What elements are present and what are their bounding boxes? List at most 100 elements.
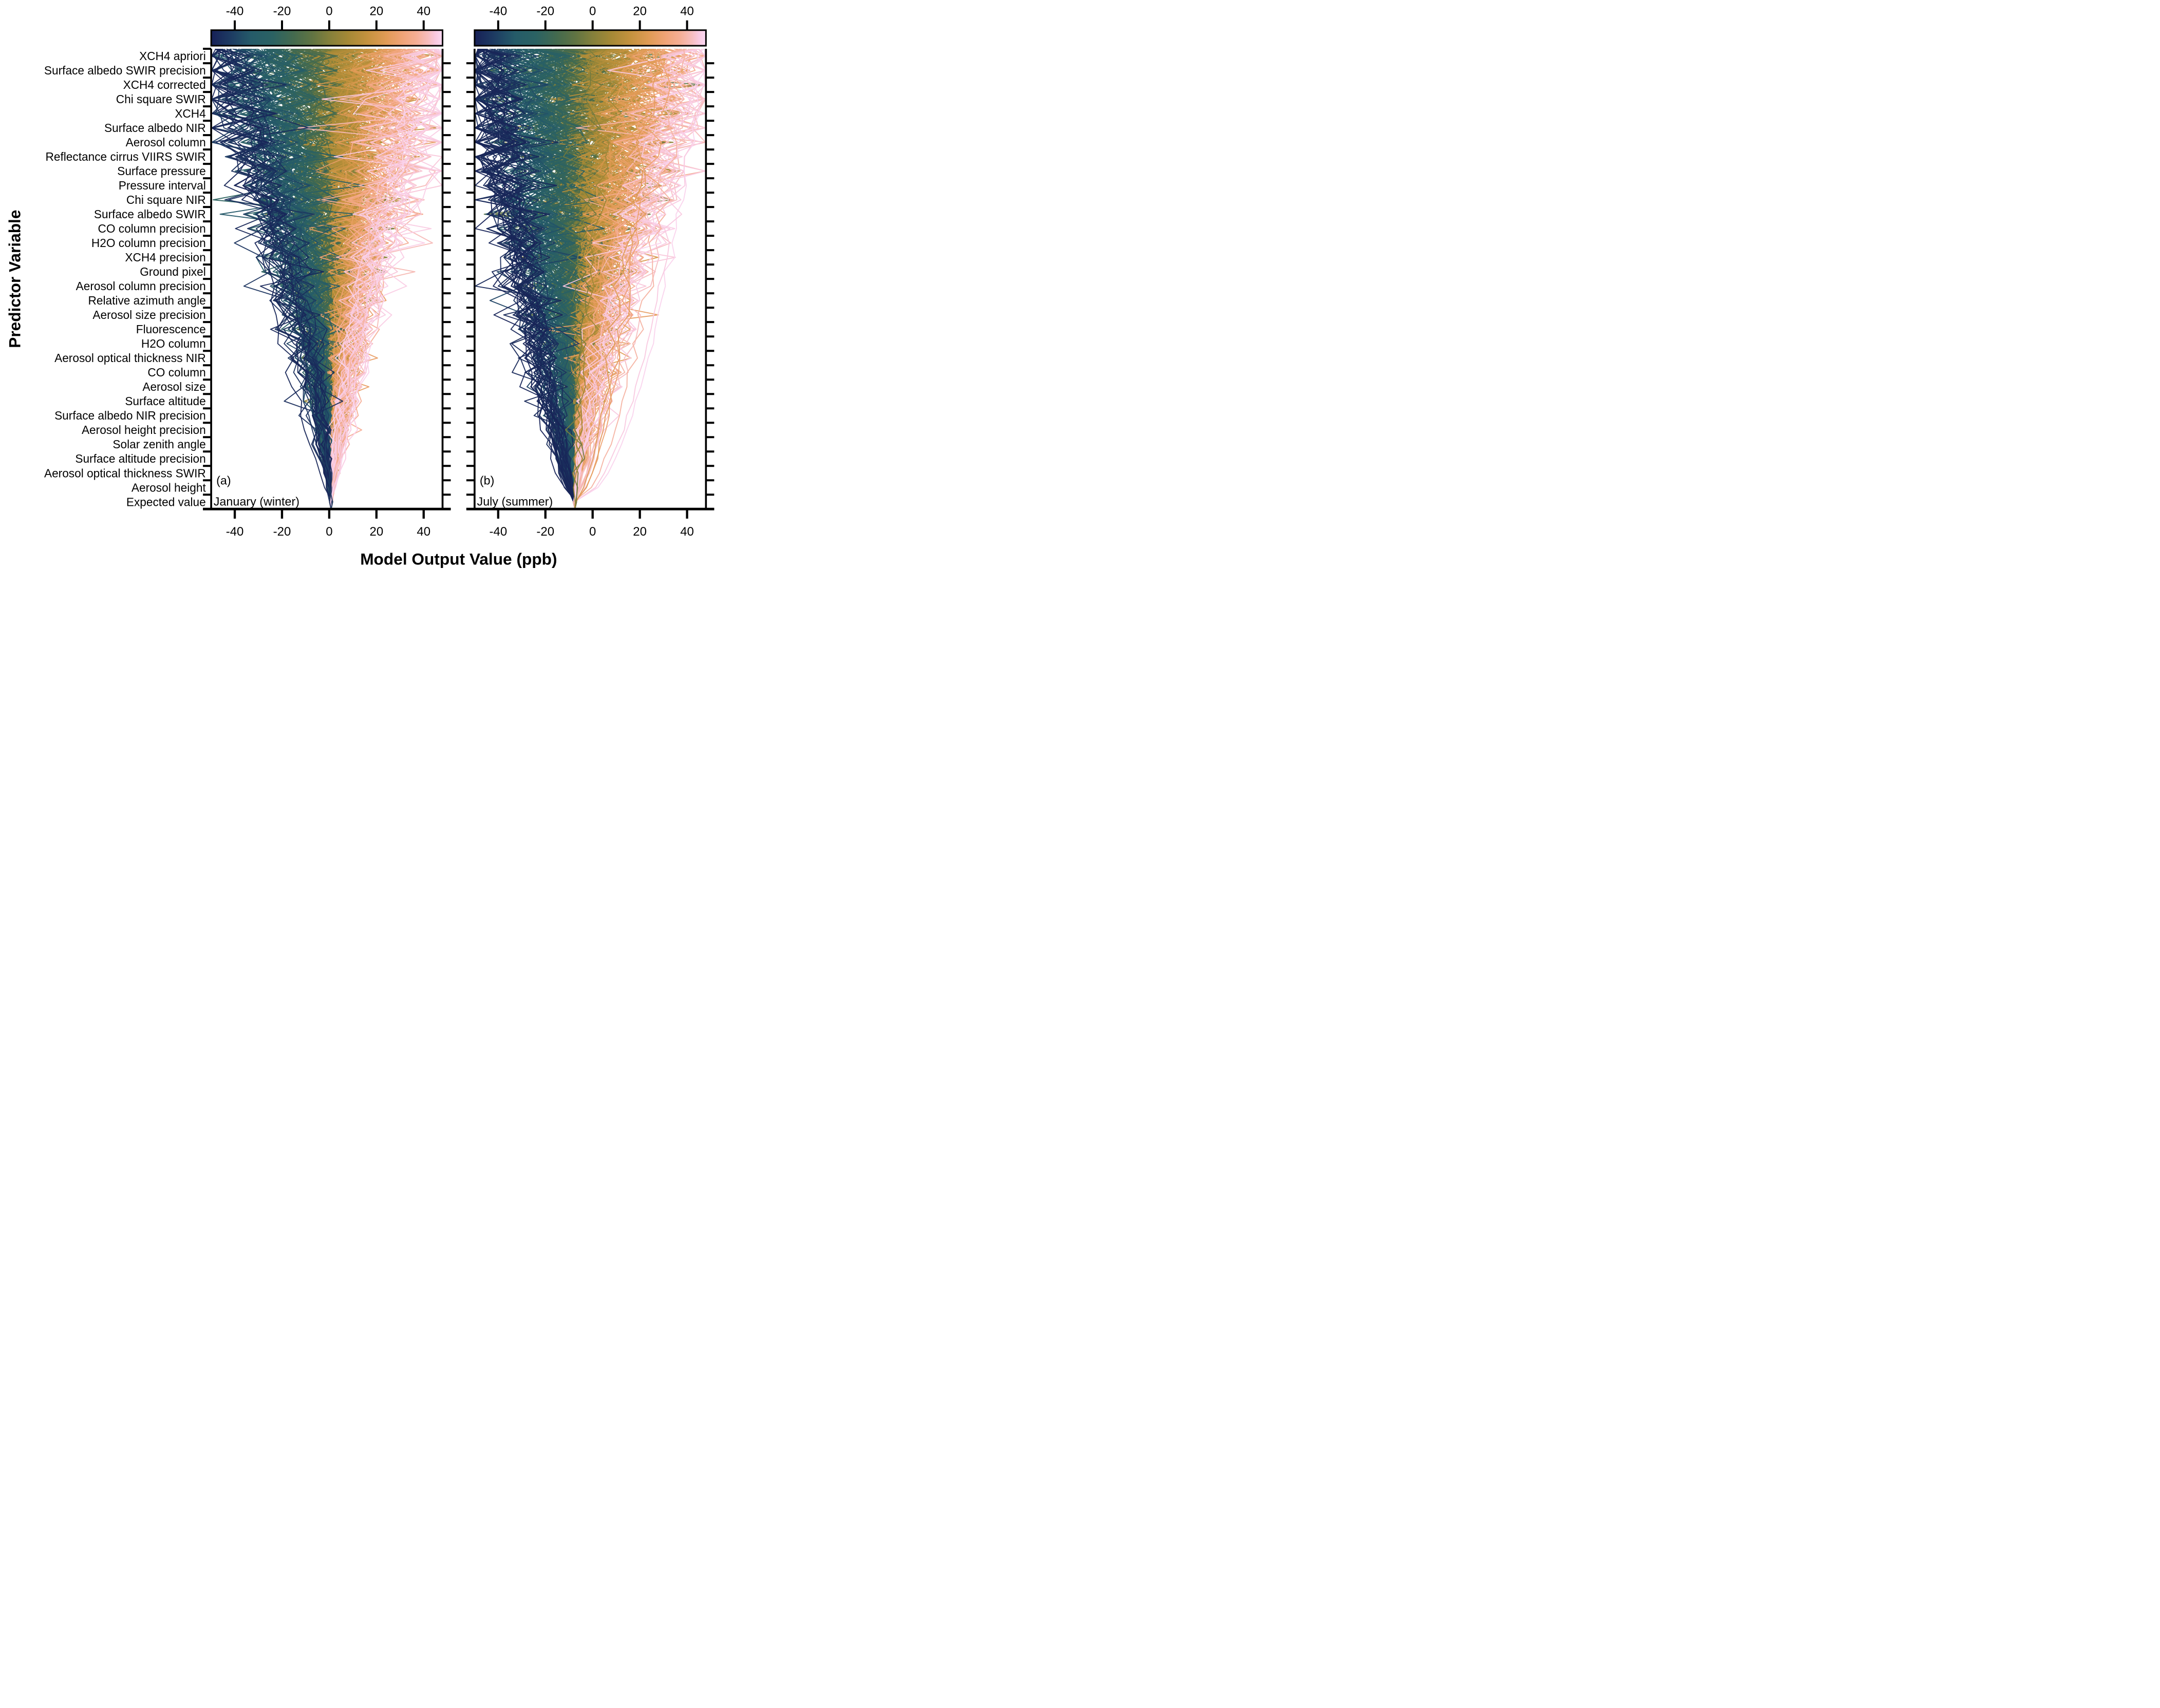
- decision-line: [329, 49, 443, 509]
- y-tick-label: Reflectance cirrus VIIRS SWIR: [46, 150, 206, 163]
- y-tick-label: Aerosol optical thickness NIR: [54, 351, 206, 365]
- colorbar-tick-label: 40: [417, 5, 430, 18]
- y-tick-label: Aerosol optical thickness SWIR: [44, 466, 206, 480]
- decision-line: [574, 49, 706, 509]
- y-tick-label: XCH4 precision: [125, 251, 205, 264]
- colorbar-tick-label: -40: [490, 5, 508, 18]
- decision-line: [574, 49, 706, 509]
- colorbar-tick-label: -20: [273, 5, 291, 18]
- colorbar-tick-label: 0: [326, 5, 332, 18]
- decision-line: [574, 49, 706, 509]
- colorbar-tick-label: 20: [369, 5, 383, 18]
- colorbar-b-frame: [474, 29, 707, 47]
- y-tick-label: Aerosol size: [142, 380, 205, 393]
- panel-a-annotation: January (winter): [214, 495, 299, 508]
- decision-line: [475, 49, 576, 509]
- panel-b-axes: [466, 49, 715, 519]
- colorbar-a-frame: [210, 29, 444, 47]
- colorbar-tick-label: 40: [680, 5, 694, 18]
- decision-line: [475, 49, 576, 509]
- decision-line: [475, 49, 577, 509]
- decision-line: [573, 49, 706, 509]
- decision-line: [574, 49, 706, 509]
- decision-line: [573, 49, 706, 509]
- decision-line: [574, 49, 658, 509]
- y-tick-label: Surface albedo SWIR precision: [44, 64, 206, 77]
- x-tick-label: 0: [589, 525, 596, 539]
- decision-line: [211, 49, 332, 509]
- y-tick-label: Aerosol column precision: [76, 279, 206, 293]
- x-tick-label: -20: [536, 525, 554, 539]
- decision-line: [211, 49, 333, 509]
- y-tick-label: Aerosol column: [126, 136, 206, 149]
- y-tick-label: Chi square NIR: [126, 193, 206, 206]
- panel-b-letter: (b): [480, 474, 495, 487]
- decision-line: [478, 49, 576, 509]
- decision-line: [574, 49, 704, 509]
- decision-line: [211, 49, 333, 509]
- y-tick-label: Chi square SWIR: [116, 92, 206, 106]
- panel-b-annotation: July (summer): [477, 495, 553, 508]
- decision-line: [475, 49, 576, 509]
- x-tick-label: -40: [490, 525, 508, 539]
- y-tick-label: CO column: [147, 366, 205, 379]
- panel-a-axes: [203, 48, 451, 519]
- colorbar-panel-a: -40 -20 0 20 40: [210, 5, 444, 47]
- decision-line: [330, 49, 438, 509]
- y-tick-label: Pressure interval: [119, 179, 206, 192]
- decision-line: [562, 49, 599, 509]
- panel-a-letter: (a): [216, 474, 231, 487]
- y-tick-label: Ground pixel: [140, 265, 205, 278]
- x-tick-label: 20: [369, 525, 383, 539]
- y-tick-label: XCH4: [175, 107, 205, 120]
- decision-line: [574, 49, 671, 509]
- y-tick-label: Surface albedo NIR: [104, 121, 206, 135]
- decision-line: [211, 49, 333, 509]
- y-tick-label: XCH4 corrected: [123, 78, 206, 91]
- y-tick-label: Surface altitude: [125, 394, 205, 408]
- decision-line: [573, 49, 622, 509]
- colorbar-tick-label: -20: [536, 5, 554, 18]
- y-tick-label: Relative azimuth angle: [88, 294, 206, 307]
- decision-line: [330, 49, 443, 509]
- y-tick-label: Surface altitude precision: [75, 452, 205, 465]
- decision-line: [211, 49, 332, 509]
- decision-line: [565, 49, 603, 509]
- colorbar-tick-label: 0: [589, 5, 596, 18]
- decision-line: [330, 49, 443, 509]
- y-tick-label: Aerosol height: [132, 481, 206, 494]
- panel-a-lines: [211, 49, 443, 509]
- x-tick-label: 40: [417, 525, 430, 539]
- y-tick-label: H2O column: [141, 337, 206, 350]
- y-tick-label: Surface pressure: [117, 164, 206, 178]
- y-tick-label: CO column precision: [98, 222, 205, 235]
- decision-line: [475, 49, 576, 509]
- y-tick-label: Aerosol height precision: [82, 423, 206, 437]
- x-tick-label: 40: [680, 525, 694, 539]
- decision-plots-figure: -40 -20 0 20 40 -40 -20 0 20 40 XCH4 aprioriSurf…: [5, 5, 715, 568]
- x-tick-label: -40: [226, 525, 244, 539]
- x-tick-label: 0: [326, 525, 332, 539]
- x-tick-label: -20: [273, 525, 291, 539]
- decision-line: [329, 49, 443, 509]
- y-tick-label: Expected value: [126, 495, 206, 508]
- colorbar-tick-label: -40: [226, 5, 244, 18]
- decision-line: [573, 49, 686, 509]
- x-tick-label: 20: [633, 525, 647, 539]
- decision-line: [329, 49, 443, 509]
- y-tick-label: Fluorescence: [136, 322, 206, 336]
- y-tick-label: Solar zenith angle: [112, 438, 205, 451]
- decision-line: [475, 49, 576, 509]
- y-tick-label: Surface albedo NIR precision: [54, 409, 206, 422]
- x-tick-labels: -40 -20 0 20 40 -40 -20 0 20 40: [226, 525, 694, 539]
- x-axis-title: Model Output Value (ppb): [360, 550, 557, 568]
- colorbar-b-gradient-bar: [474, 30, 706, 46]
- figure-container: -40 -20 0 20 40 -40 -20 0 20 40 XCH4 apriori Surf…: [0, 0, 720, 570]
- decision-line: [516, 49, 576, 509]
- decision-line: [330, 49, 443, 509]
- y-axis-title: Predictor Variable: [5, 210, 24, 348]
- panel-b-lines: [475, 49, 706, 509]
- y-tick-label: H2O column precision: [91, 236, 206, 250]
- colorbar-a-gradient-bar: [211, 30, 443, 46]
